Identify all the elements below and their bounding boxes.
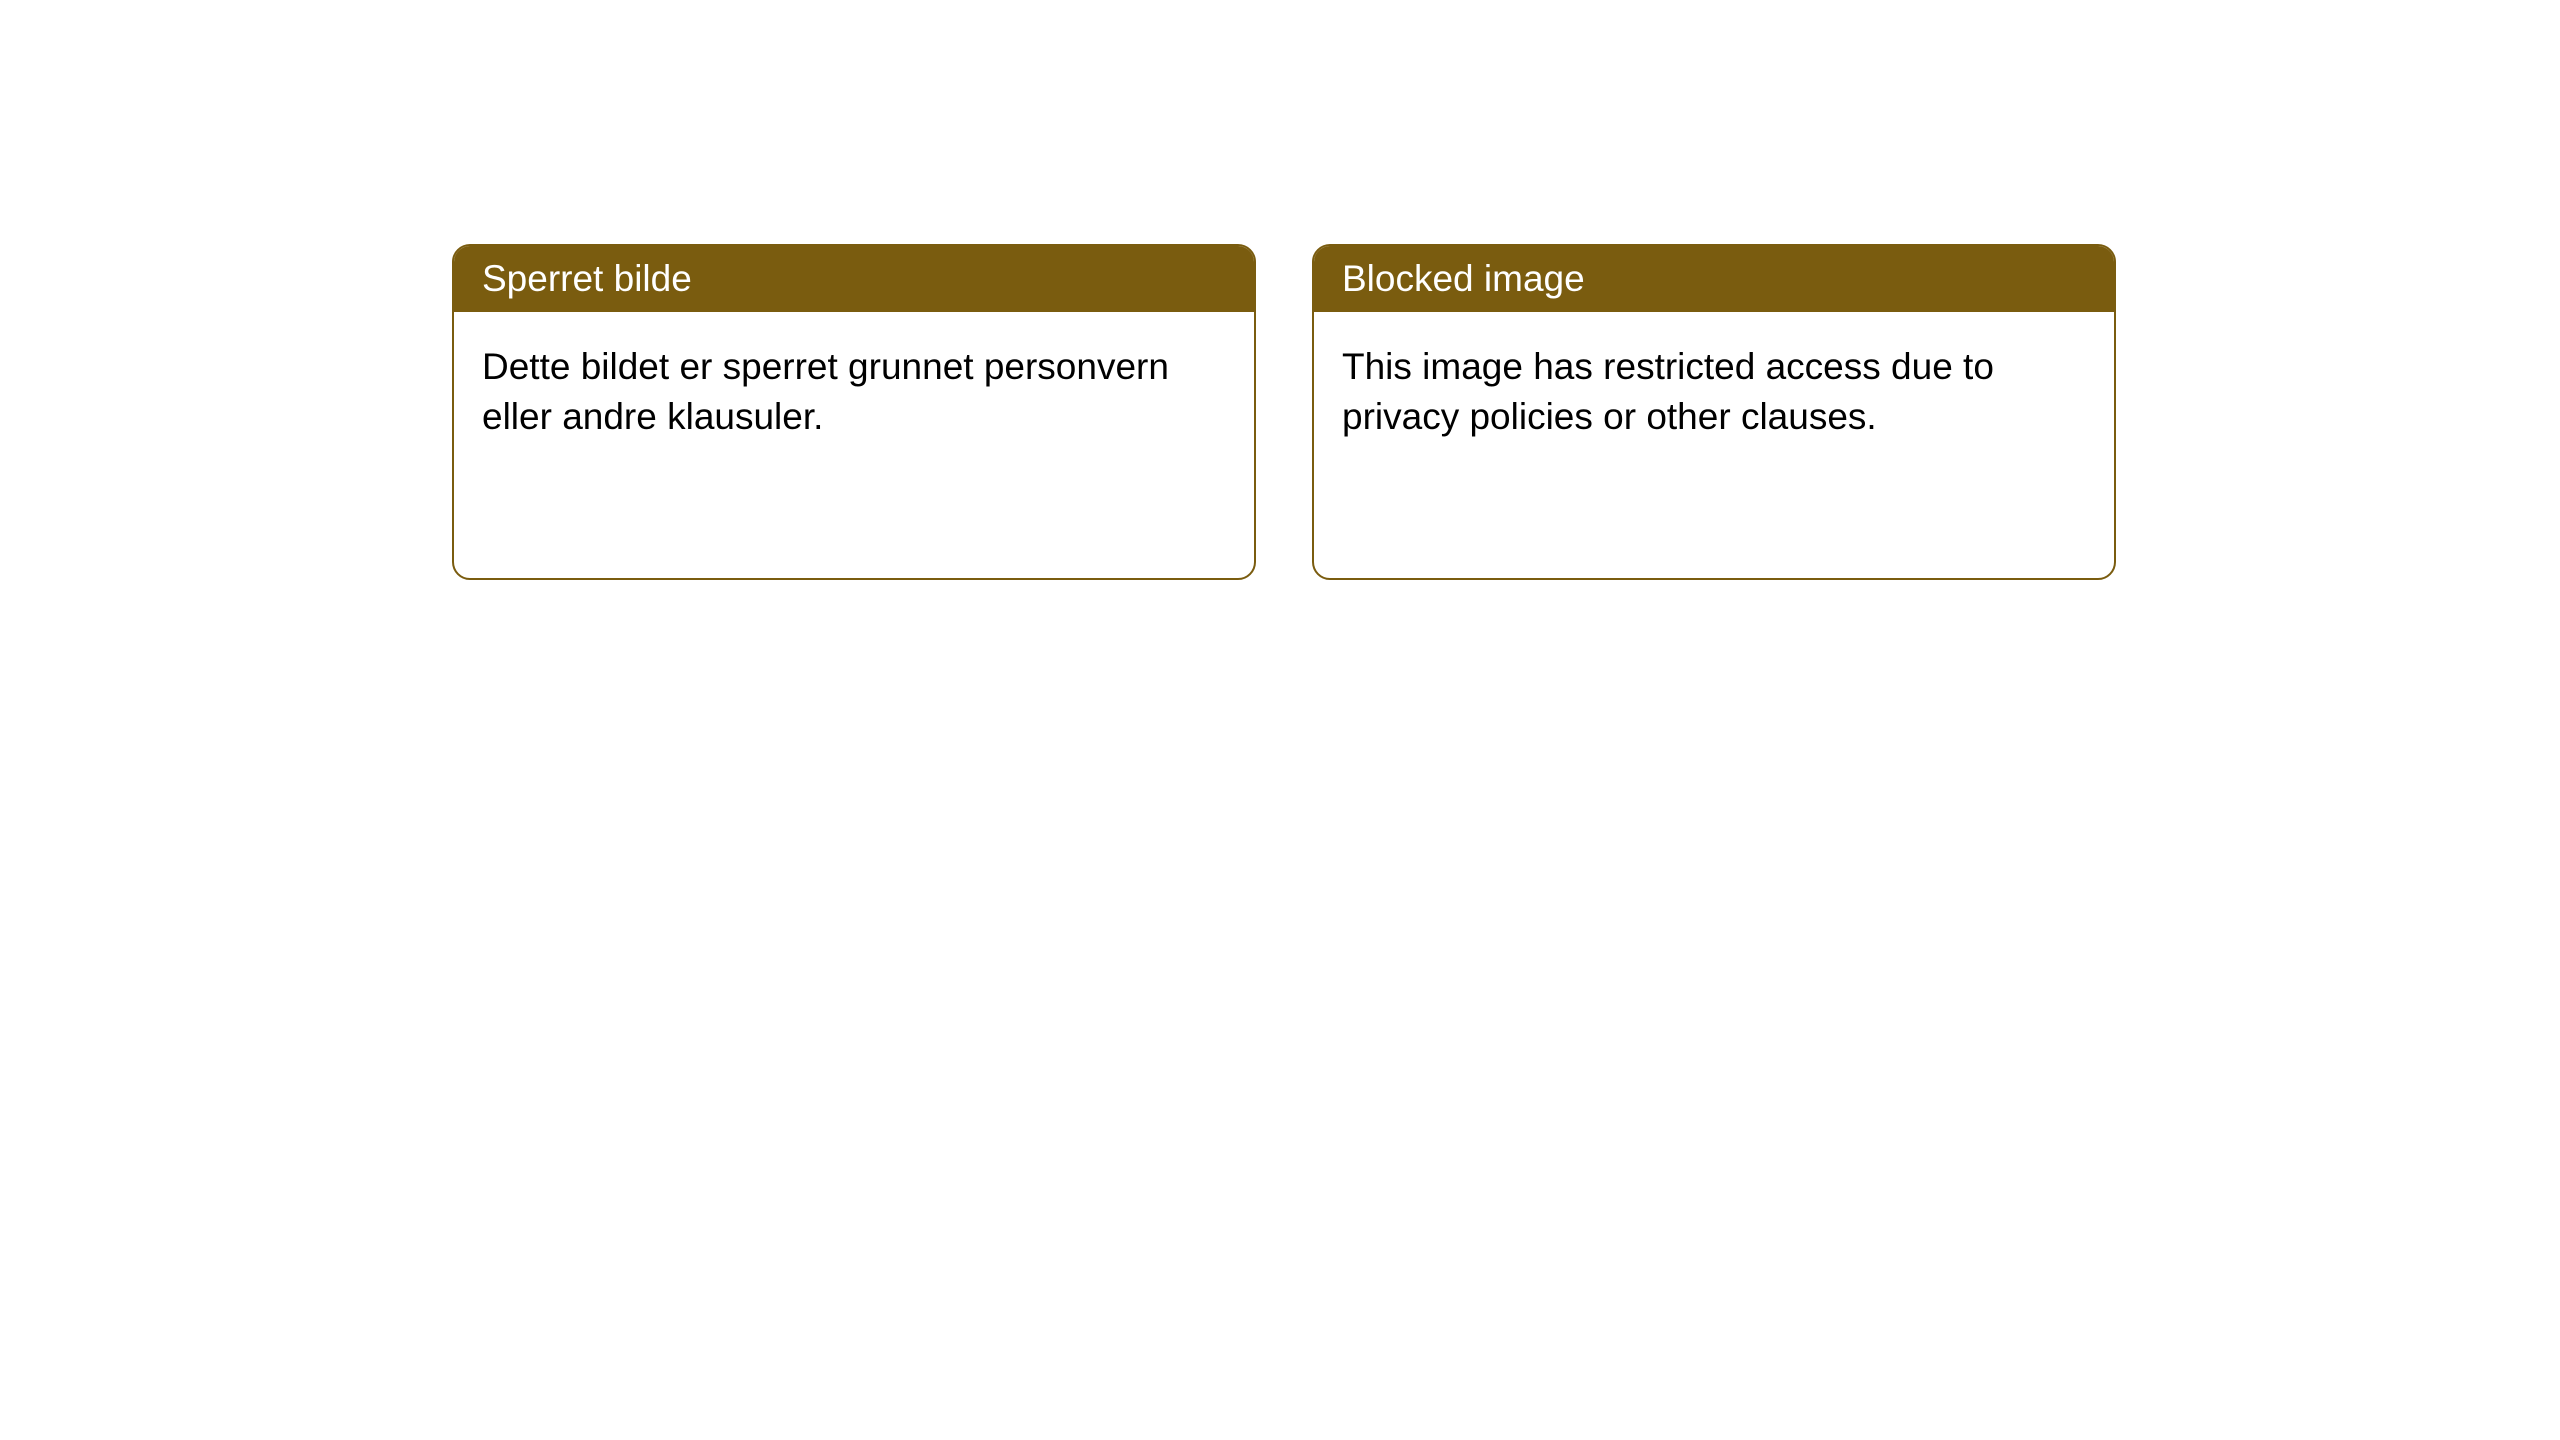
blocked-image-panel: Sperret bilde Dette bildet er sperret gr… — [0, 0, 2560, 580]
card-title-no: Sperret bilde — [454, 246, 1254, 312]
card-body-no: Dette bildet er sperret grunnet personve… — [454, 312, 1254, 472]
blocked-image-card-no: Sperret bilde Dette bildet er sperret gr… — [452, 244, 1256, 580]
card-body-en: This image has restricted access due to … — [1314, 312, 2114, 472]
blocked-image-card-en: Blocked image This image has restricted … — [1312, 244, 2116, 580]
card-title-en: Blocked image — [1314, 246, 2114, 312]
